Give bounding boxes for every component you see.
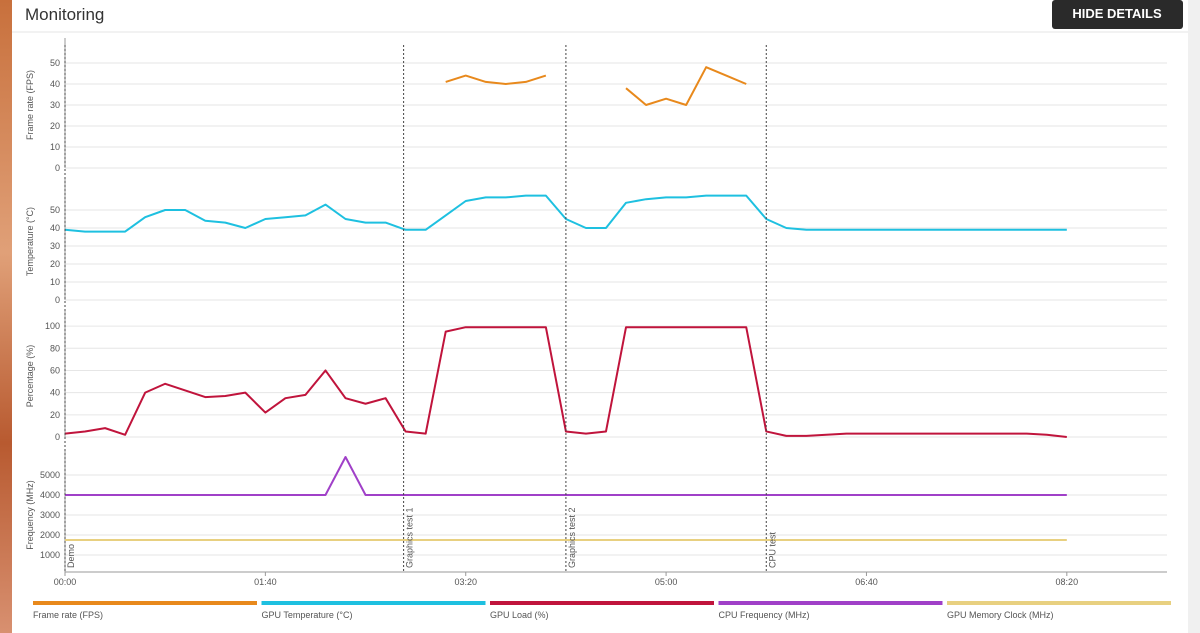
legend-swatch bbox=[33, 601, 257, 605]
section-label: CPU test bbox=[767, 531, 777, 568]
y-tick-label: 40 bbox=[50, 223, 60, 233]
x-tick-label: 08:20 bbox=[1056, 577, 1079, 587]
y-tick-label: 80 bbox=[50, 343, 60, 353]
scroll-area bbox=[1188, 0, 1200, 633]
legend-label: GPU Memory Clock (MHz) bbox=[947, 610, 1054, 620]
legend-swatch bbox=[947, 601, 1171, 605]
hide-details-label[interactable]: HIDE DETAILS bbox=[1072, 6, 1162, 21]
series-line bbox=[64, 326, 1067, 438]
hide-details-button[interactable] bbox=[1052, 0, 1183, 29]
y-axis-label: Percentage (%) bbox=[25, 345, 35, 408]
series-line bbox=[625, 66, 747, 106]
y-tick-label: 2000 bbox=[40, 530, 60, 540]
y-tick-label: 50 bbox=[50, 205, 60, 215]
section-label: Graphics test 1 bbox=[405, 507, 415, 568]
y-tick-label: 30 bbox=[50, 100, 60, 110]
y-tick-label: 60 bbox=[50, 365, 60, 375]
legend-label: Frame rate (FPS) bbox=[33, 610, 103, 620]
panel-title: Monitoring bbox=[25, 5, 104, 24]
y-tick-label: 3000 bbox=[40, 510, 60, 520]
y-tick-label: 0 bbox=[55, 163, 60, 173]
x-tick-label: 00:00 bbox=[54, 577, 77, 587]
y-axis-label: Frame rate (FPS) bbox=[25, 70, 35, 140]
legend-label: CPU Frequency (MHz) bbox=[719, 610, 810, 620]
y-tick-label: 40 bbox=[50, 388, 60, 398]
background-strip bbox=[0, 0, 12, 633]
y-tick-label: 30 bbox=[50, 241, 60, 251]
y-tick-label: 100 bbox=[45, 321, 60, 331]
y-tick-label: 50 bbox=[50, 58, 60, 68]
y-tick-label: 20 bbox=[50, 121, 60, 131]
legend-label: GPU Temperature (°C) bbox=[262, 610, 353, 620]
y-tick-label: 0 bbox=[55, 295, 60, 305]
y-tick-label: 10 bbox=[50, 142, 60, 152]
x-tick-label: 01:40 bbox=[254, 577, 277, 587]
y-axis-label: Frequency (MHz) bbox=[25, 480, 35, 550]
x-tick-label: 05:00 bbox=[655, 577, 678, 587]
section-label: Graphics test 2 bbox=[567, 507, 577, 568]
x-tick-label: 06:40 bbox=[855, 577, 878, 587]
section-label: Demo bbox=[66, 544, 76, 568]
y-tick-label: 0 bbox=[55, 432, 60, 442]
y-tick-label: 20 bbox=[50, 410, 60, 420]
legend-label: GPU Load (%) bbox=[490, 610, 549, 620]
y-axis-label: Temperature (°C) bbox=[25, 207, 35, 276]
legend-swatch bbox=[261, 601, 486, 605]
y-tick-label: 20 bbox=[50, 259, 60, 269]
y-tick-label: 40 bbox=[50, 79, 60, 89]
y-tick-label: 10 bbox=[50, 277, 60, 287]
y-tick-label: 4000 bbox=[40, 490, 60, 500]
y-tick-label: 5000 bbox=[40, 470, 60, 480]
y-tick-label: 1000 bbox=[40, 550, 60, 560]
legend-swatch bbox=[718, 601, 943, 605]
x-tick-label: 03:20 bbox=[454, 577, 477, 587]
series-line bbox=[445, 74, 547, 85]
legend-swatch bbox=[490, 601, 714, 605]
